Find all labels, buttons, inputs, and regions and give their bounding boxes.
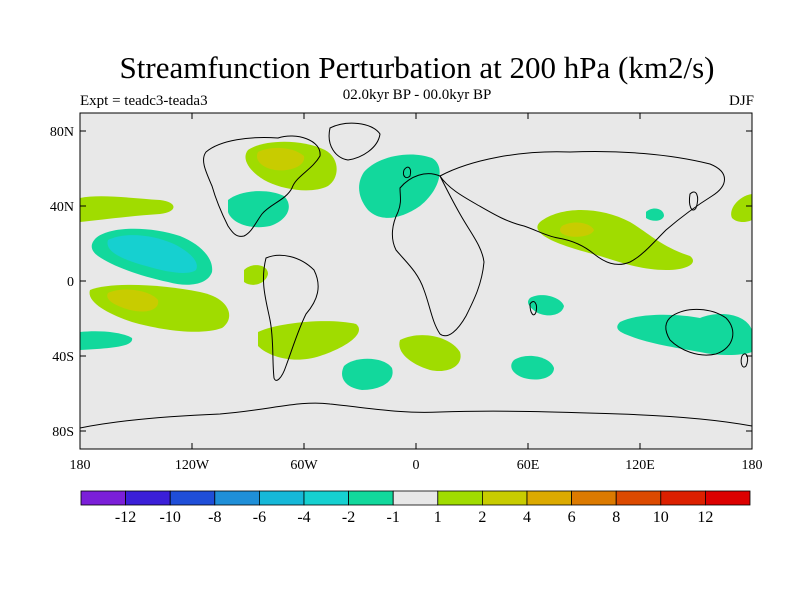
experiment-label: Expt = teadc3-teada3: [80, 93, 208, 109]
anomaly-east-pacific-edge: [731, 194, 752, 222]
colorbar-label: 6: [568, 509, 576, 526]
latitude-axis: 80N 40N 0 40S 80S: [50, 125, 752, 440]
colorbar-swatch: [125, 490, 171, 506]
colorbar-swatch: [526, 490, 572, 506]
longitude-axis: 180 120W 60W 0 60E 120E 180: [70, 113, 763, 473]
colorbar-label: -4: [297, 509, 310, 526]
anomaly-caribbean-negative: [228, 191, 289, 228]
colorbar-swatch: [80, 490, 126, 506]
coast-antarctica: [80, 402, 752, 429]
anomaly-asia-core: [560, 222, 594, 237]
colorbar-swatch: [705, 490, 751, 506]
coast-greenland: [328, 122, 381, 161]
anomaly-australia-negative: [617, 314, 752, 355]
colorbar-label: 8: [612, 509, 620, 526]
lon-tick-label: 180: [70, 458, 91, 473]
colorbar-label: 2: [478, 509, 486, 526]
coast-japan: [689, 191, 699, 211]
colorbar-swatch: [571, 490, 617, 506]
lat-tick-label: 80S: [52, 425, 74, 440]
lon-tick-label: 0: [413, 458, 420, 473]
coast-north-america: [203, 135, 321, 237]
anomaly-south-america-positive: [258, 321, 359, 360]
anomaly-indian-ocean-negative: [511, 355, 554, 380]
map-subtitle: 02.0kyr BP - 00.0kyr BP: [342, 87, 492, 103]
colorbar-swatch: [392, 490, 439, 506]
anomaly-south-atlantic-positive: [399, 335, 461, 372]
colorbar-swatch: [660, 490, 706, 506]
coast-south-america: [262, 254, 319, 381]
coast-australia: [665, 309, 734, 356]
colorbar-swatch: [258, 490, 305, 506]
colorbar-label: -1: [387, 509, 400, 526]
anomaly-east-asia-small: [646, 208, 664, 221]
anomaly-hudson-core: [256, 147, 305, 171]
colorbar-swatch: [615, 490, 662, 506]
lat-tick-label: 40N: [50, 200, 74, 215]
lat-tick-label: 40S: [52, 350, 74, 365]
anomaly-pacific-core: [107, 289, 159, 312]
lat-tick-label: 80N: [50, 125, 74, 140]
colorbar-swatch: [303, 490, 349, 506]
colorbar-swatch: [214, 490, 260, 506]
coast-asia: [439, 151, 725, 265]
map-title: Streamfunction Perturbation at 200 hPa (…: [119, 50, 715, 85]
anomaly-south-atlantic-negative: [342, 358, 393, 390]
anomaly-south-pacific-negative: [80, 331, 133, 350]
colorbar-label: 10: [653, 509, 669, 526]
colorbar-label: -2: [342, 509, 355, 526]
lon-tick-label: 120W: [175, 458, 210, 473]
anomaly-west-atlantic-edge: [80, 196, 174, 222]
coast-madagascar: [529, 301, 537, 316]
lon-tick-label: 180: [742, 458, 763, 473]
lon-tick-label: 60W: [290, 458, 318, 473]
colorbar-label: 4: [523, 509, 531, 526]
colorbar-label: -6: [253, 509, 266, 526]
shaded-anomalies: [80, 141, 752, 390]
colorbar-label: -10: [160, 509, 181, 526]
anomaly-atlantic-negative: [359, 154, 440, 218]
lon-tick-label: 60E: [517, 458, 540, 473]
anomaly-pacific-northwest-core: [107, 235, 197, 273]
coastlines: [80, 122, 752, 429]
coast-new-zealand: [740, 353, 749, 368]
colorbar-label: -8: [208, 509, 221, 526]
season-label: DJF: [728, 93, 754, 109]
anomaly-east-pacific-small: [244, 265, 268, 285]
colorbar-swatch: [169, 490, 216, 506]
colorbar-label: 1: [434, 509, 442, 526]
colorbar: -12 -10 -8 -6 -4 -2 -1 1 2 4 6 8 10 12: [80, 490, 751, 526]
colorbar-label: -12: [115, 509, 136, 526]
coast-uk: [403, 166, 411, 179]
colorbar-swatch: [348, 490, 394, 506]
lat-tick-label: 0: [67, 275, 74, 290]
colorbar-swatch: [481, 490, 528, 506]
anomaly-madagascar-negative: [528, 295, 564, 316]
coast-europe-africa: [391, 173, 485, 337]
colorbar-label: 12: [697, 509, 713, 526]
lon-tick-label: 120E: [625, 458, 655, 473]
colorbar-swatch: [437, 490, 483, 506]
